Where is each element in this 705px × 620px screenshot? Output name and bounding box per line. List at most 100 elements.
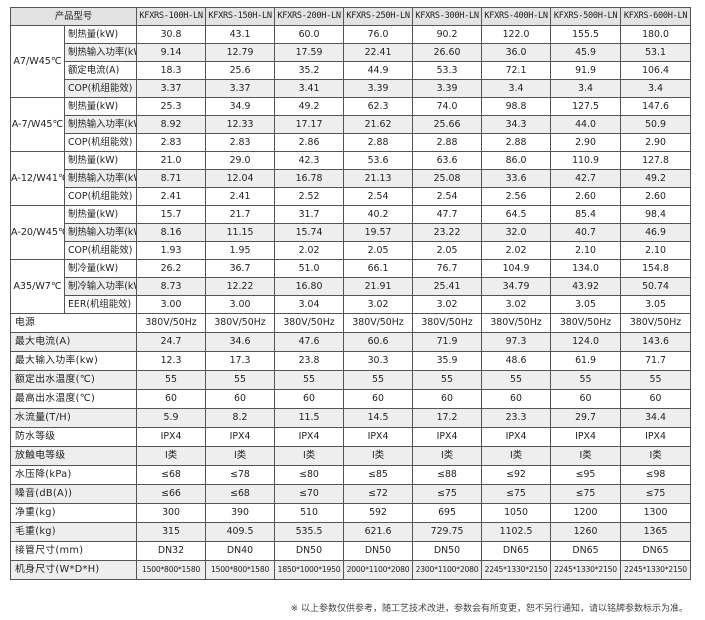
value-cell: I类 [620, 446, 692, 466]
value-cell: 2.02 [481, 241, 552, 260]
value-cell: 21.91 [343, 277, 414, 296]
value-cell: 32.0 [481, 223, 552, 242]
value-cell: 44.0 [550, 115, 622, 134]
value-cell: 34.79 [481, 277, 552, 296]
value-cell: 380V/50Hz [481, 313, 552, 333]
value-cell: 91.9 [550, 61, 622, 80]
value-cell: 2.90 [620, 133, 692, 152]
value-cell: DN50 [343, 541, 414, 561]
value-cell: 34.9 [205, 97, 276, 116]
spec-row: 噪音(dB(A)) ≤66 ≤68 ≤70 ≤72 ≤75 ≤75 ≤75 ≤75 [9, 484, 692, 504]
spec-table: 产品型号 KFXRS-100H-LN KFXRS-150H-LN KFXRS-200H… [9, 7, 692, 580]
parameter-label: COP(机组能效) [63, 187, 138, 206]
value-cell: ≤70 [274, 484, 345, 504]
value-cell: 25.41 [412, 277, 483, 296]
value-cell: 17.59 [274, 43, 345, 62]
value-cell: DN65 [481, 541, 552, 561]
model-header-cell: KFXRS-300H-LN [412, 7, 483, 26]
parameter-label: 制热输入功率(kW) [63, 223, 138, 242]
value-cell: 55 [343, 370, 414, 390]
value-cell: 98.4 [620, 205, 692, 224]
value-cell: 55 [550, 370, 622, 390]
value-cell: 60 [343, 389, 414, 409]
value-cell: 29.7 [550, 408, 622, 428]
value-cell: 2.05 [412, 241, 483, 260]
value-cell: 3.39 [343, 79, 414, 98]
value-cell: IPX4 [481, 427, 552, 447]
value-cell: 66.1 [343, 259, 414, 278]
condition-row: COP(机组能效) 1.93 1.95 2.02 2.05 2.05 2.02 2.10 2.1… [11, 241, 692, 260]
value-cell: 42.7 [550, 169, 622, 188]
value-cell: 60 [205, 389, 276, 409]
value-cell: 3.04 [274, 295, 345, 314]
value-cell: 60.0 [274, 25, 345, 44]
value-cell: 12.79 [205, 43, 276, 62]
value-cell: 3.00 [205, 295, 276, 314]
value-cell: ≤68 [136, 465, 207, 485]
condition-row: EER(机组能效) 3.00 3.00 3.04 3.02 3.02 3.02 3.05 3.0… [11, 295, 692, 314]
value-cell: IPX4 [136, 427, 207, 447]
value-cell: 1102.5 [481, 522, 552, 542]
value-cell: 3.4 [550, 79, 622, 98]
condition-row: COP(机组能效) 2.41 2.41 2.52 2.54 2.54 2.56 2.60 2.6… [11, 187, 692, 206]
value-cell: 21.62 [343, 115, 414, 134]
value-cell: 86.0 [481, 151, 552, 170]
value-cell: 8.16 [136, 223, 207, 242]
value-cell: 1365 [620, 522, 692, 542]
value-cell: 2245*1330*2150 [481, 560, 552, 580]
value-cell: 55 [481, 370, 552, 390]
value-cell: 3.02 [343, 295, 414, 314]
spec-row: 毛重(kg) 315 409.5 535.5 621.6 729.75 1102.5 1260… [9, 522, 692, 542]
spec-table-container: 产品型号 KFXRS-100H-LN KFXRS-150H-LN KFXRS-200H… [9, 7, 692, 580]
value-cell: 14.5 [343, 408, 414, 428]
value-cell: 3.05 [550, 295, 622, 314]
value-cell: 21.7 [205, 205, 276, 224]
spec-label: 最大输入功率(kw) [9, 351, 138, 371]
value-cell: 34.4 [620, 408, 692, 428]
value-cell: 9.14 [136, 43, 207, 62]
value-cell: DN40 [205, 541, 276, 561]
value-cell: 63.6 [412, 151, 483, 170]
value-cell: 8.73 [136, 277, 207, 296]
value-cell: 26.2 [136, 259, 207, 278]
value-cell: 3.02 [481, 295, 552, 314]
value-cell: 40.2 [343, 205, 414, 224]
spec-label: 水流量(T/H) [9, 408, 138, 428]
header-row: 产品型号 KFXRS-100H-LN KFXRS-150H-LN KFXRS-200H… [9, 7, 692, 26]
spec-row: 最高出水温度(℃) 60 60 60 60 60 60 60 60 [9, 389, 692, 409]
value-cell: 380V/50Hz [205, 313, 276, 333]
value-cell: ≤80 [274, 465, 345, 485]
value-cell: 2.90 [550, 133, 622, 152]
value-cell: I类 [274, 446, 345, 466]
spec-row: 额定出水温度(℃) 55 55 55 55 55 55 55 55 [9, 370, 692, 390]
spec-label: 水压降(kPa) [9, 465, 138, 485]
spec-label: 毛重(kg) [9, 522, 138, 542]
model-header-cell: KFXRS-400H-LN [481, 7, 552, 26]
value-cell: ≤75 [481, 484, 552, 504]
value-cell: ≤85 [343, 465, 414, 485]
value-cell: 3.4 [620, 79, 692, 98]
parameter-label: 额定电流(A) [63, 61, 138, 80]
value-cell: 17.3 [205, 351, 276, 371]
spec-row: 机身尺寸(W*D*H) 1500*800*1580 1500*800*1580 185… [9, 560, 692, 580]
value-cell: 25.08 [412, 169, 483, 188]
value-cell: 47.7 [412, 205, 483, 224]
spec-row: 最大输入功率(kw) 12.3 17.3 23.8 30.3 35.9 48.6 61.9 71… [9, 351, 692, 371]
value-cell: 3.05 [620, 295, 692, 314]
spec-label: 净重(kg) [9, 503, 138, 523]
value-cell: 25.6 [205, 61, 276, 80]
value-cell: 535.5 [274, 522, 345, 542]
value-cell: 17.2 [412, 408, 483, 428]
value-cell: 154.8 [620, 259, 692, 278]
value-cell: ≤98 [620, 465, 692, 485]
model-header-label: 产品型号 [9, 7, 138, 26]
value-cell: 26.60 [412, 43, 483, 62]
value-cell: 2000*1100*2080 [343, 560, 414, 580]
value-cell: 64.5 [481, 205, 552, 224]
value-cell: 390 [205, 503, 276, 523]
value-cell: 592 [343, 503, 414, 523]
value-cell: 16.80 [274, 277, 345, 296]
value-cell: 53.3 [412, 61, 483, 80]
condition-row: A35/W7℃ 制冷量(kW) 26.2 36.7 51.0 66.1 76.7 104.9 1… [10, 259, 692, 314]
value-cell: 97.3 [481, 332, 552, 352]
